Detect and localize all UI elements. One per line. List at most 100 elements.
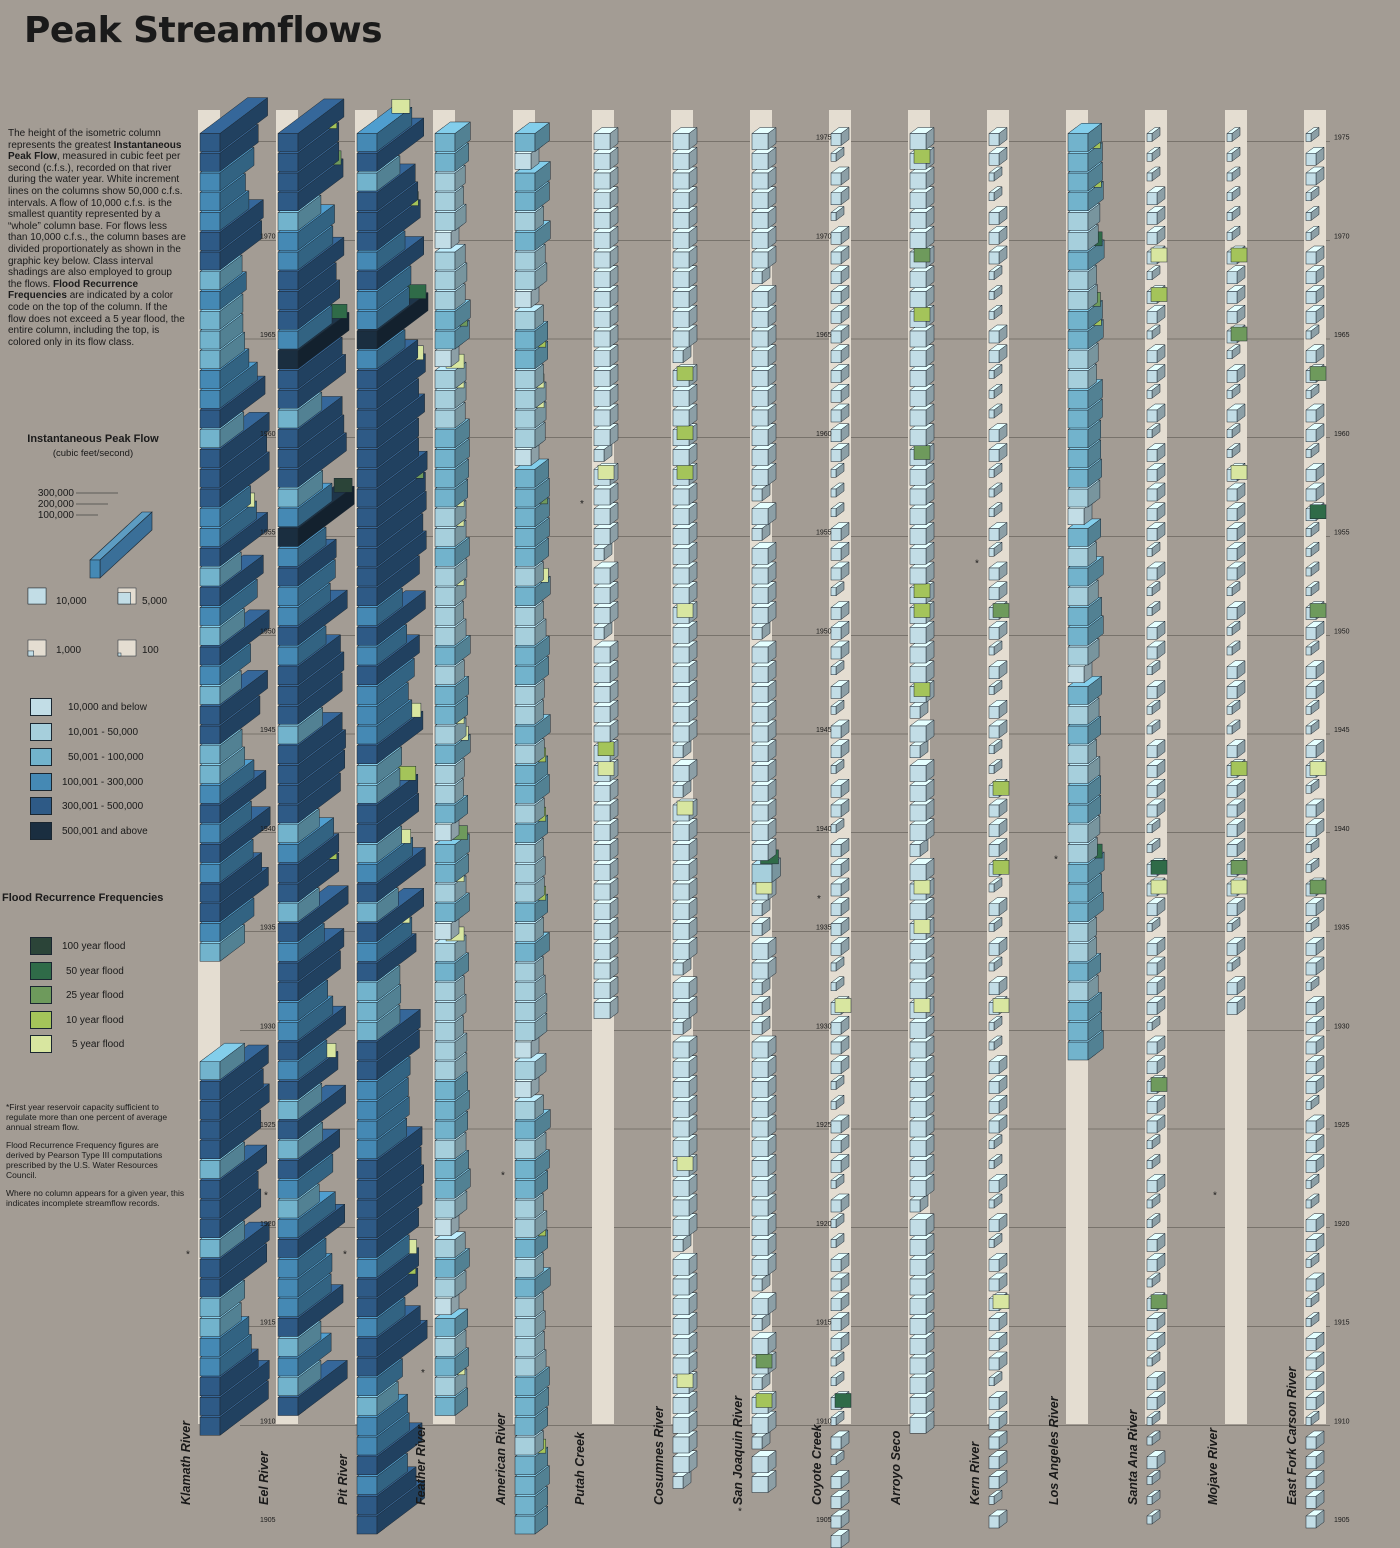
cube-front [909, 212, 927, 229]
column-side-extension [376, 1004, 401, 1041]
column-side-extension [219, 669, 268, 725]
cube-front [1067, 232, 1089, 251]
cube-front [672, 1456, 690, 1473]
column-1929 [830, 1035, 850, 1055]
column-side-extension [219, 1348, 259, 1397]
column-side-extension [454, 1231, 466, 1259]
cube-front [199, 390, 221, 409]
cube-front [514, 903, 536, 922]
cube-front [830, 745, 842, 758]
column-1909 [830, 1430, 850, 1450]
column-side-extension [219, 759, 255, 804]
column-side-extension [297, 1359, 348, 1417]
column-1914 [830, 1331, 850, 1351]
cube-front [356, 883, 378, 903]
cube-front [1146, 706, 1153, 715]
column-1941 [909, 798, 935, 822]
column-side-extension [534, 699, 544, 725]
column-1966 [514, 304, 545, 330]
column-side-extension [376, 1319, 428, 1377]
cube-front [434, 725, 456, 745]
cube-front [1305, 745, 1317, 758]
cube-front [199, 686, 221, 705]
column-side-extension [376, 657, 415, 706]
cube-front [1305, 330, 1312, 340]
column-side-extension [219, 924, 245, 962]
column-side-extension [297, 559, 336, 607]
cube-front [434, 587, 456, 606]
column-side-extension [297, 887, 320, 923]
cube-front [988, 804, 1000, 818]
cube-front [199, 153, 221, 172]
column-1959 [830, 443, 850, 462]
cube-front [909, 291, 927, 308]
cube-front [514, 1160, 536, 1179]
cube-front [672, 1476, 684, 1489]
column-1955 [672, 522, 698, 545]
cube-front [909, 1357, 927, 1375]
cube-front [1305, 1436, 1317, 1450]
cube-front [514, 1515, 536, 1535]
column-side-extension [297, 885, 349, 943]
column-side-extension [534, 773, 550, 804]
cube-front [1146, 1002, 1158, 1015]
footnotes: *First year reservoir capacity sufficien… [6, 1102, 186, 1216]
cube-front [434, 903, 456, 922]
cube-front [988, 646, 995, 656]
cube-front [1226, 409, 1238, 423]
column-1938 [909, 857, 935, 881]
reservoir-asterisk: * [421, 1368, 425, 1379]
column-side-extension [454, 794, 468, 824]
cube-front [277, 528, 299, 547]
column-1960 [909, 423, 935, 447]
flood-swatch-100yr [30, 937, 52, 955]
column-1963 [593, 364, 619, 387]
cube-front [909, 725, 927, 743]
cube-front [356, 1397, 378, 1416]
column-side-extension [376, 1056, 411, 1101]
cube-front [514, 1318, 536, 1337]
column-1920 [751, 1213, 777, 1237]
cube-front [277, 824, 299, 843]
cube-front [909, 1239, 927, 1256]
cube-front [434, 232, 452, 249]
column-side-extension [297, 194, 322, 232]
cube-front [1146, 212, 1158, 225]
column-1967 [830, 285, 850, 304]
cube-front [356, 765, 378, 784]
cube-front [672, 1417, 690, 1434]
column-side-extension [297, 808, 320, 844]
column-side-extension [534, 956, 544, 982]
column-1913 [830, 1351, 845, 1367]
column-1961 [909, 403, 935, 427]
cube-front [1305, 1496, 1317, 1509]
cube-front [830, 488, 837, 498]
cube-front [988, 469, 995, 478]
column-side-extension [534, 1108, 551, 1140]
cube-front [1305, 172, 1317, 186]
column-1964 [830, 344, 850, 364]
river-kern-river: Kern River* [968, 110, 1010, 1529]
column-1970 [593, 225, 619, 249]
cube-front [1305, 962, 1317, 976]
cube-front [514, 449, 532, 466]
column-1935 [830, 917, 850, 936]
cube-front [1226, 488, 1238, 502]
cube-front [593, 627, 605, 640]
column-side-extension [219, 485, 251, 528]
cube-front [593, 212, 611, 229]
cube-front [1305, 666, 1317, 679]
column-side-extension [376, 1422, 423, 1476]
cube-front [1226, 587, 1233, 596]
cube-front [356, 666, 378, 685]
cube-front [356, 1081, 378, 1100]
cube-front [277, 883, 299, 903]
column-side-extension [376, 155, 401, 192]
footnote-reservoir: *First year reservoir capacity sufficien… [6, 1102, 168, 1132]
column-side-extension [219, 1170, 259, 1219]
year-label-klamath-1960: 1960 [260, 431, 276, 438]
column-1907 [830, 1470, 850, 1489]
flood-label-100yr: 100 year flood [62, 941, 126, 952]
column-1918 [672, 1252, 698, 1276]
column-side-extension [534, 477, 550, 508]
